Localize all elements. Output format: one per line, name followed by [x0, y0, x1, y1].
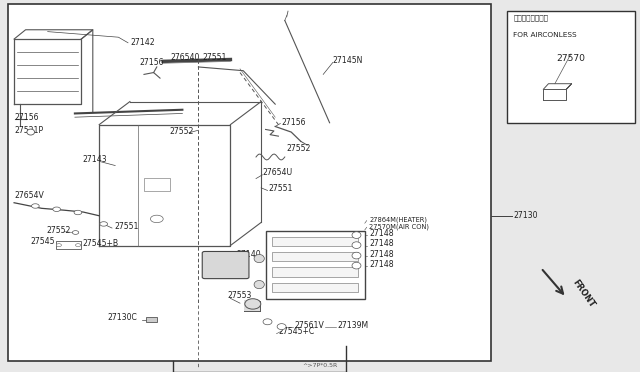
Text: エアコン無し仕様: エアコン無し仕様	[513, 15, 548, 22]
Text: 27551: 27551	[269, 184, 293, 193]
Text: ^>7P*0.5R: ^>7P*0.5R	[302, 363, 338, 368]
Text: 27552: 27552	[170, 127, 194, 136]
Text: 27561V: 27561V	[294, 321, 324, 330]
Text: 27551: 27551	[114, 222, 138, 231]
Ellipse shape	[352, 262, 361, 269]
Text: 27551: 27551	[202, 52, 227, 61]
Bar	[266, 231, 365, 299]
Text: 27553: 27553	[227, 291, 252, 299]
Ellipse shape	[254, 254, 264, 263]
Text: FOR AIRCONLESS: FOR AIRCONLESS	[513, 32, 577, 38]
Text: 27654U: 27654U	[262, 168, 292, 177]
Text: 27545+C: 27545+C	[278, 327, 315, 336]
Circle shape	[56, 244, 61, 247]
Bar	[507, 11, 635, 123]
Text: 27143: 27143	[82, 155, 106, 164]
Bar	[244, 300, 260, 311]
Ellipse shape	[352, 242, 361, 248]
Text: 27142: 27142	[130, 38, 154, 47]
Text: 27570: 27570	[556, 54, 586, 63]
Text: 27654V: 27654V	[14, 191, 44, 200]
Ellipse shape	[27, 129, 35, 135]
Text: 27130C: 27130C	[108, 313, 138, 322]
Bar	[146, 317, 157, 322]
Circle shape	[76, 244, 81, 247]
Text: 27545: 27545	[31, 237, 55, 246]
Circle shape	[74, 210, 82, 215]
Ellipse shape	[254, 280, 264, 289]
Text: 27148: 27148	[369, 250, 394, 259]
Text: 276540: 276540	[171, 52, 200, 61]
Ellipse shape	[263, 319, 272, 325]
Text: 27139M: 27139M	[337, 321, 369, 330]
Text: 27148: 27148	[369, 229, 394, 238]
Text: 27148: 27148	[369, 239, 394, 248]
Text: 27864M(HEATER): 27864M(HEATER)	[369, 217, 428, 223]
Text: 27145N: 27145N	[333, 56, 363, 65]
Bar	[272, 252, 358, 262]
Text: 27545+B: 27545+B	[82, 238, 118, 247]
Text: 27521P: 27521P	[14, 126, 44, 135]
Ellipse shape	[245, 299, 261, 309]
Text: 27156: 27156	[140, 58, 164, 67]
Circle shape	[150, 215, 163, 222]
Circle shape	[52, 207, 61, 211]
Text: 27552: 27552	[47, 225, 71, 234]
Circle shape	[31, 204, 39, 208]
Text: 27156: 27156	[282, 118, 306, 126]
Bar	[272, 237, 358, 246]
Ellipse shape	[352, 232, 361, 238]
Bar	[8, 4, 491, 361]
Text: 27148: 27148	[369, 260, 394, 269]
Text: 27140: 27140	[237, 250, 261, 259]
Bar	[272, 283, 358, 292]
Text: FRONT: FRONT	[571, 278, 596, 310]
FancyBboxPatch shape	[202, 251, 249, 279]
Text: 27552: 27552	[287, 144, 311, 153]
Text: 27130: 27130	[513, 211, 538, 220]
Ellipse shape	[352, 252, 361, 259]
Bar	[272, 267, 358, 277]
Ellipse shape	[277, 324, 286, 330]
Text: 27570M(AIR CON): 27570M(AIR CON)	[369, 223, 429, 230]
Circle shape	[72, 231, 79, 234]
Bar	[56, 241, 81, 249]
Circle shape	[100, 222, 108, 226]
Text: 27156: 27156	[14, 113, 38, 122]
Bar	[144, 178, 170, 191]
